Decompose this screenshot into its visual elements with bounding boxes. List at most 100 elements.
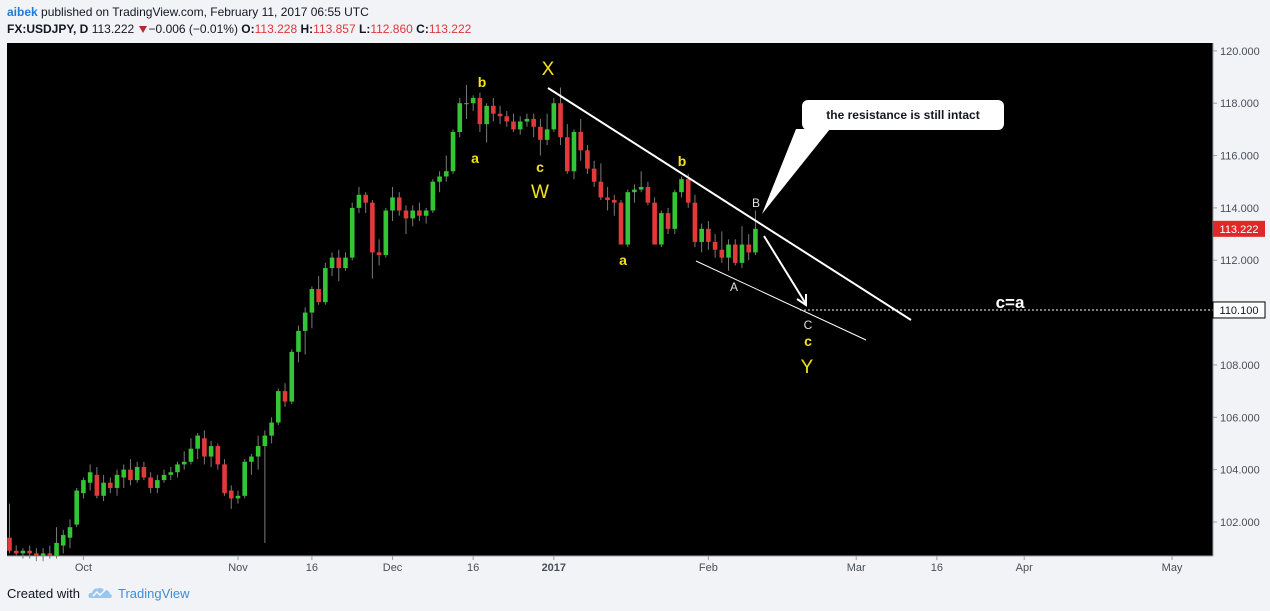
candle[interactable] (161, 469, 167, 483)
candle[interactable] (517, 116, 523, 135)
projection-arrow[interactable] (763, 235, 807, 305)
candle[interactable] (94, 467, 100, 499)
candle[interactable] (87, 464, 93, 491)
tradingview-brand-link[interactable]: TradingView (118, 586, 190, 601)
candle[interactable] (309, 286, 315, 329)
candle[interactable] (289, 349, 295, 405)
candle[interactable] (585, 145, 590, 174)
candle[interactable] (27, 545, 32, 559)
candle[interactable] (497, 105, 503, 125)
candle[interactable] (148, 472, 153, 494)
candle[interactable] (13, 545, 19, 556)
candle[interactable] (403, 205, 409, 235)
price-axis[interactable] (1213, 43, 1270, 556)
author-link[interactable]: aibek (7, 5, 38, 19)
candle[interactable] (417, 202, 422, 221)
tradingview-cloud-icon[interactable] (88, 586, 112, 600)
candle[interactable] (155, 474, 160, 494)
candle[interactable] (34, 548, 39, 562)
candle[interactable] (242, 459, 247, 499)
time-axis[interactable] (7, 556, 1213, 576)
candle[interactable] (726, 239, 731, 271)
candle[interactable] (376, 239, 382, 266)
candle[interactable] (67, 519, 73, 549)
candle[interactable] (531, 113, 536, 138)
candle[interactable] (108, 477, 113, 494)
candle[interactable] (504, 111, 510, 127)
candle[interactable] (450, 129, 456, 174)
candle[interactable] (47, 545, 53, 559)
candle[interactable] (134, 461, 140, 483)
candle[interactable] (578, 118, 583, 161)
candle[interactable] (652, 197, 657, 245)
candle[interactable] (323, 262, 328, 305)
candle[interactable] (477, 92, 483, 132)
price-chart[interactable]: 102.000104.000106.000108.000110.000112.0… (0, 40, 1270, 576)
candle[interactable] (464, 84, 469, 119)
candle[interactable] (437, 171, 442, 193)
candle[interactable] (269, 417, 274, 444)
candle[interactable] (249, 453, 254, 475)
candle[interactable] (551, 97, 557, 132)
candle[interactable] (571, 129, 577, 180)
candle[interactable] (410, 205, 415, 227)
candle[interactable] (444, 155, 449, 182)
candle[interactable] (228, 485, 234, 509)
candle[interactable] (679, 176, 684, 198)
candle[interactable] (370, 200, 375, 279)
candle[interactable] (739, 226, 745, 269)
candle[interactable] (316, 275, 321, 305)
chart-area[interactable]: 102.000104.000106.000108.000110.000112.0… (0, 40, 1270, 576)
candle[interactable] (423, 207, 429, 224)
candle[interactable] (215, 443, 221, 470)
candle[interactable] (81, 477, 86, 499)
candle[interactable] (101, 474, 106, 502)
candle[interactable] (396, 192, 402, 216)
candle[interactable] (746, 234, 751, 261)
candle[interactable] (719, 231, 725, 263)
candle[interactable] (349, 202, 355, 261)
candle[interactable] (343, 252, 348, 271)
candle[interactable] (282, 383, 288, 407)
candle[interactable] (692, 194, 698, 248)
candle[interactable] (208, 440, 214, 468)
candle[interactable] (54, 527, 59, 559)
candle[interactable] (591, 160, 597, 187)
callout-box[interactable] (802, 100, 1004, 130)
candle[interactable] (222, 459, 227, 496)
candle[interactable] (390, 186, 395, 221)
candle[interactable] (685, 173, 691, 208)
candle[interactable] (195, 432, 200, 460)
candle[interactable] (40, 548, 46, 562)
candle[interactable] (7, 503, 12, 554)
candle[interactable] (329, 252, 335, 276)
candle[interactable] (141, 461, 147, 481)
candle[interactable] (491, 97, 496, 122)
candle[interactable] (732, 239, 738, 266)
support-channel-line[interactable] (695, 260, 867, 341)
candle[interactable] (235, 490, 241, 504)
candle[interactable] (457, 97, 463, 138)
candle[interactable] (296, 325, 301, 363)
candle[interactable] (202, 430, 207, 465)
candle[interactable] (255, 435, 261, 470)
candle[interactable] (605, 186, 610, 211)
candle[interactable] (712, 234, 718, 258)
candle[interactable] (383, 207, 389, 258)
candle[interactable] (699, 223, 704, 253)
candle[interactable] (538, 118, 543, 156)
candle[interactable] (672, 189, 678, 235)
candle[interactable] (168, 467, 174, 481)
candle[interactable] (181, 451, 187, 470)
candle[interactable] (618, 200, 624, 245)
candle[interactable] (336, 249, 342, 282)
candle[interactable] (128, 459, 133, 486)
candle[interactable] (632, 184, 637, 203)
candle[interactable] (302, 307, 308, 355)
candle[interactable] (188, 438, 194, 465)
candle[interactable] (60, 529, 66, 554)
candle[interactable] (659, 210, 664, 248)
candle[interactable] (20, 548, 26, 559)
candle[interactable] (665, 207, 671, 235)
resistance-trendline[interactable] (547, 87, 912, 321)
